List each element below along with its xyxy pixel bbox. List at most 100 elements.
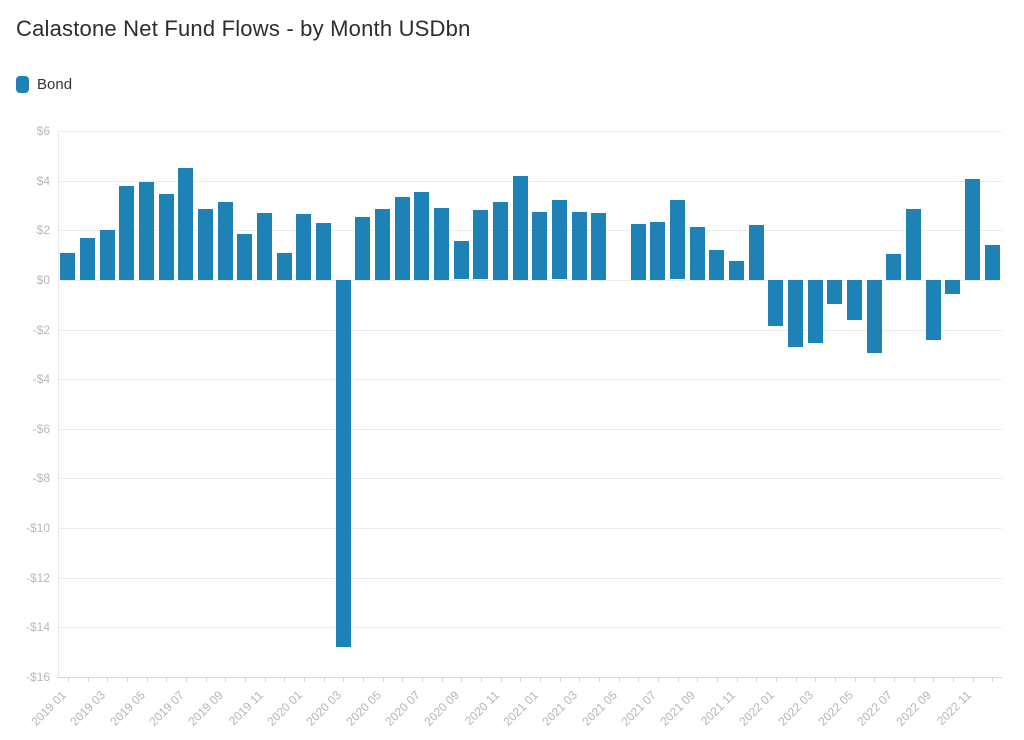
y-gridline--16 [58, 677, 1002, 678]
bar-2020-08 [434, 208, 449, 280]
bar-2019-05 [139, 182, 154, 280]
y-axis-label: $2 [36, 223, 50, 237]
bar-2022-07 [886, 254, 901, 280]
y-gridline--8 [58, 478, 1002, 479]
bar-2022-03 [808, 280, 823, 343]
y-gridline-0 [58, 280, 1002, 281]
legend: Bond [16, 76, 72, 93]
y-gridline--6 [58, 429, 1002, 430]
x-axis-tick [973, 677, 974, 682]
bar-2020-03 [336, 280, 351, 647]
bar-2019-02 [80, 238, 95, 280]
bar-2022-02 [788, 280, 803, 347]
bar-2020-02 [316, 223, 331, 280]
y-gridline-6 [58, 131, 1002, 132]
bar-2020-10 [473, 210, 488, 279]
x-axis-tick [225, 677, 226, 682]
x-axis-tick [324, 677, 325, 682]
y-gridline-2 [58, 230, 1002, 231]
bar-2022-12 [985, 245, 1000, 280]
bar-2021-03 [572, 212, 587, 280]
x-axis-tick [147, 677, 148, 682]
x-axis-tick [776, 677, 777, 682]
y-axis-label: -$2 [32, 323, 50, 337]
bar-2019-03 [100, 230, 115, 280]
bar-2021-10 [709, 250, 724, 280]
bar-2019-07 [178, 168, 193, 280]
x-axis-tick [501, 677, 502, 682]
bar-2021-01 [532, 212, 547, 280]
bar-2021-06 [631, 224, 646, 280]
x-axis-tick [835, 677, 836, 682]
bar-2022-10 [945, 280, 960, 294]
x-axis-tick [265, 677, 266, 682]
x-axis-tick [953, 677, 954, 682]
bar-2022-11 [965, 179, 980, 280]
x-axis-tick [206, 677, 207, 682]
x-axis-tick [107, 677, 108, 682]
bar-2020-09 [454, 241, 469, 279]
bar-2021-02 [552, 200, 567, 279]
bar-2021-07 [650, 222, 665, 280]
bar-2021-04 [591, 213, 606, 280]
x-axis-tick [540, 677, 541, 682]
x-axis-tick [560, 677, 561, 682]
bar-2020-04 [355, 217, 370, 280]
bar-2022-01 [768, 280, 783, 326]
bar-2022-05 [847, 280, 862, 320]
x-axis-tick [186, 677, 187, 682]
y-gridline--2 [58, 330, 1002, 331]
bar-2021-08 [670, 200, 685, 279]
x-axis-tick [638, 677, 639, 682]
x-axis-tick [127, 677, 128, 682]
y-axis-label: $6 [36, 124, 50, 138]
x-axis-tick [461, 677, 462, 682]
y-axis-label: -$14 [25, 620, 50, 634]
x-axis-tick [992, 677, 993, 682]
x-axis-tick [520, 677, 521, 682]
bar-2019-11 [257, 213, 272, 280]
x-axis-tick [68, 677, 69, 682]
x-axis-tick [442, 677, 443, 682]
x-axis-tick [166, 677, 167, 682]
bar-2019-06 [159, 194, 174, 280]
legend-label-bond: Bond [37, 76, 73, 93]
bar-2021-09 [690, 227, 705, 280]
x-axis-tick [815, 677, 816, 682]
x-axis-tick [874, 677, 875, 682]
plot-left-border [58, 131, 59, 677]
bar-2019-08 [198, 209, 213, 280]
bar-2019-10 [237, 234, 252, 280]
y-gridline--10 [58, 528, 1002, 529]
y-axis-label: $4 [36, 174, 50, 188]
bar-2022-04 [827, 280, 842, 304]
x-axis-tick [697, 677, 698, 682]
bar-2022-08 [906, 209, 921, 280]
bar-2020-12 [513, 176, 528, 280]
x-axis-tick [402, 677, 403, 682]
y-axis-label: -$10 [25, 521, 50, 535]
x-axis-tick [658, 677, 659, 682]
x-axis-tick [855, 677, 856, 682]
x-axis-tick [343, 677, 344, 682]
bar-2020-11 [493, 202, 508, 280]
y-gridline--14 [58, 627, 1002, 628]
bar-2020-01 [296, 214, 311, 280]
y-gridline-4 [58, 181, 1002, 182]
x-axis-tick [678, 677, 679, 682]
x-axis-tick [619, 677, 620, 682]
x-axis-tick [422, 677, 423, 682]
x-axis-tick [383, 677, 384, 682]
y-axis-label: $0 [36, 273, 50, 287]
x-axis-tick [737, 677, 738, 682]
bar-2022-06 [867, 280, 882, 353]
chart-title: Calastone Net Fund Flows - by Month USDb… [16, 16, 471, 41]
x-axis-tick [894, 677, 895, 682]
bar-2020-05 [375, 209, 390, 280]
x-axis-tick [599, 677, 600, 682]
x-axis-tick [717, 677, 718, 682]
x-axis-tick [933, 677, 934, 682]
bar-2022-09 [926, 280, 941, 340]
x-axis-tick [481, 677, 482, 682]
